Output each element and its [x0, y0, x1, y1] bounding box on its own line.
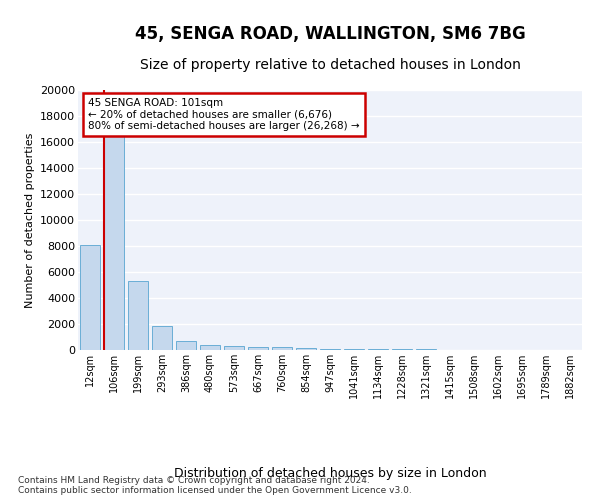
Bar — [152, 326, 172, 350]
Text: 45 SENGA ROAD: 101sqm
← 20% of detached houses are smaller (6,676)
80% of semi-d: 45 SENGA ROAD: 101sqm ← 20% of detached … — [88, 98, 360, 131]
Bar — [320, 348, 340, 350]
Bar — [104, 134, 124, 350]
Bar — [128, 281, 148, 350]
Bar — [200, 346, 220, 350]
Y-axis label: Number of detached properties: Number of detached properties — [25, 132, 35, 308]
Bar — [80, 244, 100, 350]
Bar — [224, 346, 244, 350]
Text: Contains HM Land Registry data © Crown copyright and database right 2024.
Contai: Contains HM Land Registry data © Crown c… — [18, 476, 412, 495]
Bar — [344, 349, 364, 350]
Bar — [368, 349, 388, 350]
Bar — [176, 341, 196, 350]
Text: Size of property relative to detached houses in London: Size of property relative to detached ho… — [140, 58, 520, 71]
Text: Distribution of detached houses by size in London: Distribution of detached houses by size … — [173, 468, 487, 480]
Text: 45, SENGA ROAD, WALLINGTON, SM6 7BG: 45, SENGA ROAD, WALLINGTON, SM6 7BG — [134, 25, 526, 43]
Bar — [248, 347, 268, 350]
Bar — [296, 348, 316, 350]
Bar — [272, 348, 292, 350]
